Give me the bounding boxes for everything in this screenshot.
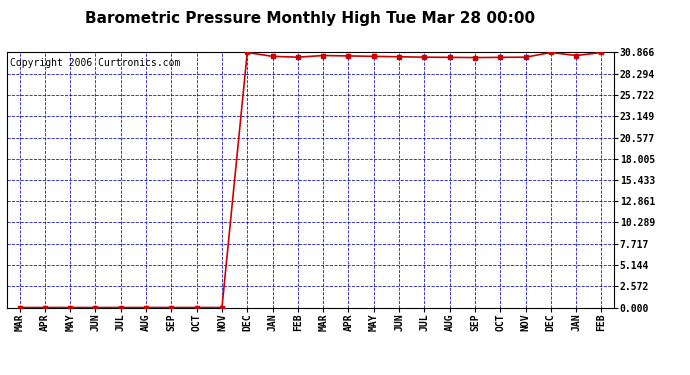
Text: Barometric Pressure Monthly High Tue Mar 28 00:00: Barometric Pressure Monthly High Tue Mar…: [86, 11, 535, 26]
Text: Copyright 2006 Curtronics.com: Copyright 2006 Curtronics.com: [10, 58, 180, 68]
